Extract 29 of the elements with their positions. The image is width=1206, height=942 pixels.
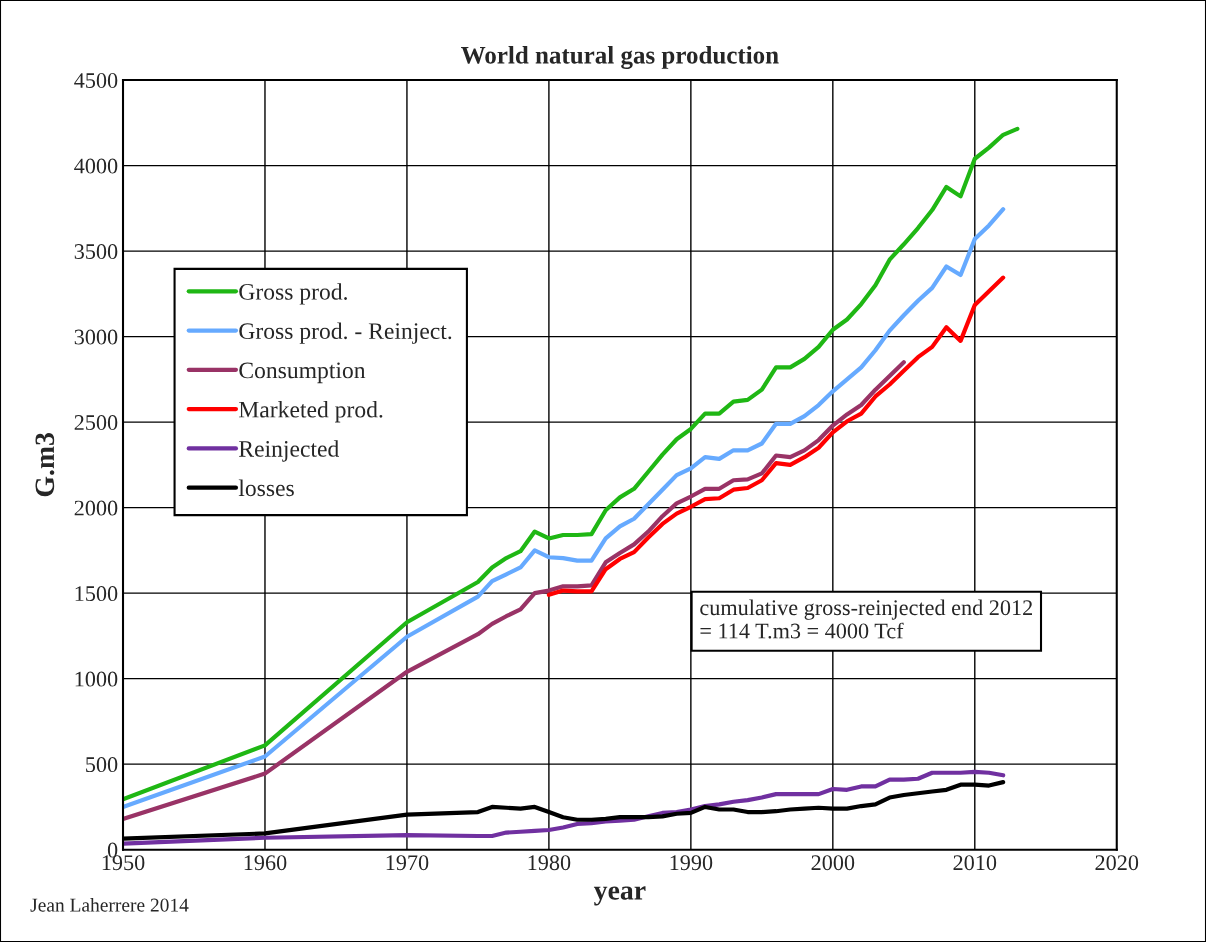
- x-tick-label: 2000: [811, 855, 855, 871]
- legend-label: losses: [238, 479, 294, 497]
- x-tick-label: 1970: [386, 855, 429, 871]
- y-tick-label: 4000: [74, 158, 118, 174]
- y-tick-label: 2500: [74, 415, 118, 431]
- y-tick-label: 4500: [74, 73, 118, 88]
- x-tick-label: 1960: [244, 855, 287, 871]
- y-tick-label: 1000: [75, 671, 118, 687]
- line-series: [546, 275, 1006, 597]
- x-tick-label: 1980: [528, 855, 571, 871]
- legend-label: Marketed prod.: [239, 400, 383, 423]
- legend-label: Reinjected: [239, 440, 339, 462]
- y-tick-label: 2000: [74, 500, 118, 516]
- y-tick-label: 1500: [75, 586, 118, 602]
- legend-label: Consumption: [239, 362, 366, 384]
- line-series: [123, 769, 1006, 846]
- chart-title: World natural gas production: [461, 46, 779, 69]
- y-axis-title: G.m3: [35, 433, 55, 497]
- legend-label: Gross prod.: [239, 283, 347, 305]
- x-tick-label: 2010: [953, 855, 997, 871]
- y-tick-label: 3000: [74, 329, 118, 345]
- y-tick-label: 3500: [74, 244, 118, 260]
- y-tick-label: 500: [86, 757, 118, 773]
- x-tick-label: 2020: [1095, 855, 1139, 871]
- text: Jean Laherrere 2014: [30, 897, 189, 912]
- annotation: cumulative gross-reinjected end 2012 = 114 T.m3 = 4000 Tcf: [700, 599, 1032, 639]
- x-axis-title: year: [593, 886, 646, 906]
- legend-label: Gross prod. - Reinject.: [239, 322, 452, 344]
- x-tick-label: 1990: [670, 855, 713, 871]
